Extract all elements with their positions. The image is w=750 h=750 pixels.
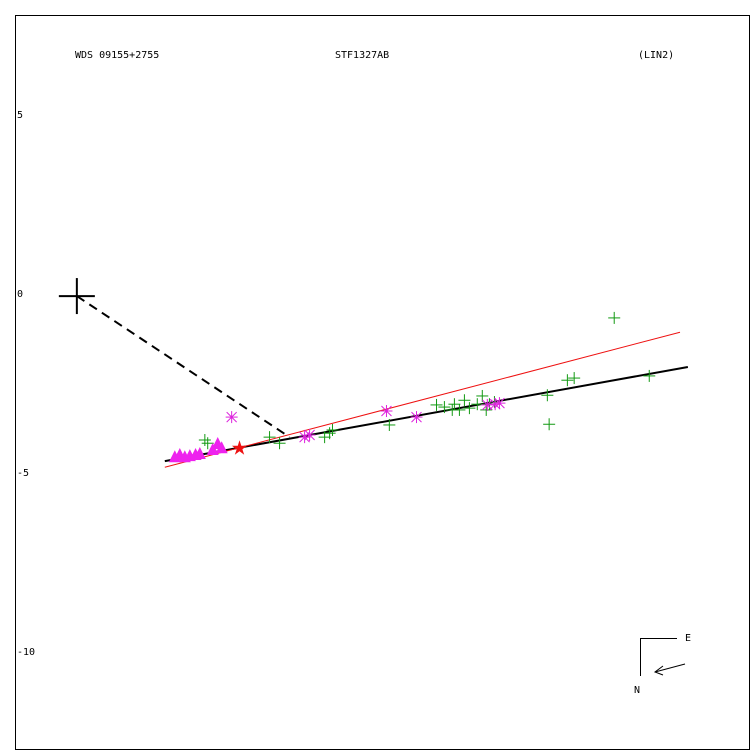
point [298, 431, 311, 444]
ast-d2 [304, 429, 315, 441]
point [541, 389, 554, 402]
point [206, 443, 219, 456]
ast-d2 [411, 411, 422, 423]
ast-d2 [481, 399, 493, 411]
point [568, 372, 581, 385]
y-tick-label: 5 [17, 110, 23, 121]
point [201, 437, 214, 450]
point [303, 428, 316, 441]
point [380, 405, 393, 418]
compass-east-label: E [685, 633, 691, 644]
point [225, 411, 238, 424]
point [410, 411, 423, 424]
motion-arrow-head [653, 665, 664, 676]
point [326, 423, 339, 436]
point [263, 431, 276, 444]
point [643, 369, 656, 382]
ast-d2 [226, 411, 238, 423]
point [561, 374, 574, 387]
point [446, 403, 459, 416]
point [318, 431, 331, 444]
motion-arrow [654, 663, 686, 673]
point [215, 441, 228, 454]
ast-d2 [489, 398, 501, 410]
triangle-shape [215, 441, 228, 454]
y-tick-label: -10 [17, 647, 35, 658]
point [493, 397, 506, 410]
point [543, 418, 556, 431]
header-left: WDS 09155+2755 [75, 50, 159, 61]
point [608, 311, 621, 324]
star-shape [231, 440, 248, 455]
orbit-line [164, 331, 681, 468]
point [448, 398, 461, 411]
point [383, 418, 396, 431]
point [231, 440, 248, 455]
point [471, 398, 484, 411]
orbit-line [164, 365, 689, 463]
triangle-shape [193, 446, 206, 459]
orbit-line [76, 295, 291, 438]
triangle-shape [206, 443, 219, 456]
point [273, 437, 286, 450]
y-tick-label: 0 [17, 289, 23, 300]
compass [640, 638, 686, 676]
point [430, 398, 443, 411]
ast-d2 [381, 405, 392, 417]
chart-title: STF1327AB [335, 50, 389, 61]
header-right: (LIN2) [638, 50, 674, 61]
y-tick-label: -5 [17, 468, 29, 479]
ast-d2 [494, 397, 505, 409]
point [458, 394, 471, 407]
point [198, 434, 211, 447]
plot-frame [15, 15, 750, 750]
point [193, 446, 206, 459]
compass-north-label: N [634, 685, 640, 696]
point [438, 401, 451, 414]
primary-marker [58, 278, 95, 315]
point [463, 402, 476, 415]
